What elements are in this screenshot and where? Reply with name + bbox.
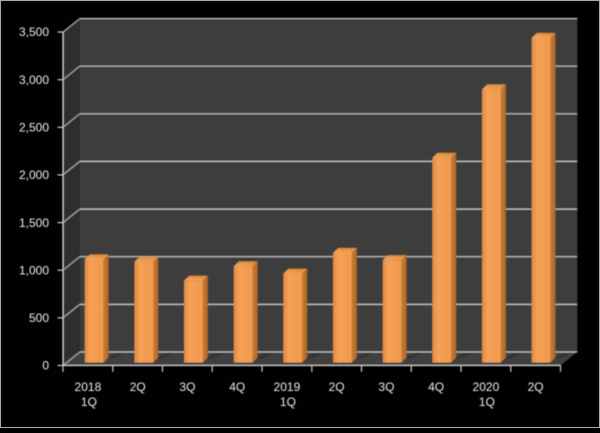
svg-text:2,500: 2,500 bbox=[19, 121, 49, 135]
svg-text:500: 500 bbox=[29, 311, 49, 325]
svg-text:2Q: 2Q bbox=[528, 380, 544, 394]
svg-text:2Q: 2Q bbox=[130, 380, 146, 394]
svg-text:1Q: 1Q bbox=[81, 395, 97, 409]
svg-text:2018: 2018 bbox=[75, 380, 102, 394]
svg-text:3Q: 3Q bbox=[179, 380, 195, 394]
svg-text:2020: 2020 bbox=[473, 380, 500, 394]
svg-text:2,000: 2,000 bbox=[19, 168, 49, 182]
svg-text:1,500: 1,500 bbox=[19, 216, 49, 230]
svg-text:3Q: 3Q bbox=[378, 380, 394, 394]
svg-text:3,000: 3,000 bbox=[19, 73, 49, 87]
svg-text:0: 0 bbox=[42, 359, 49, 373]
svg-text:4Q: 4Q bbox=[229, 380, 245, 394]
svg-text:2019: 2019 bbox=[274, 380, 301, 394]
svg-text:1Q: 1Q bbox=[479, 395, 495, 409]
svg-text:1,000: 1,000 bbox=[19, 263, 49, 277]
svg-text:4Q: 4Q bbox=[428, 380, 444, 394]
svg-text:2Q: 2Q bbox=[329, 380, 345, 394]
svg-text:3,500: 3,500 bbox=[19, 25, 49, 39]
svg-text:1Q: 1Q bbox=[280, 395, 296, 409]
